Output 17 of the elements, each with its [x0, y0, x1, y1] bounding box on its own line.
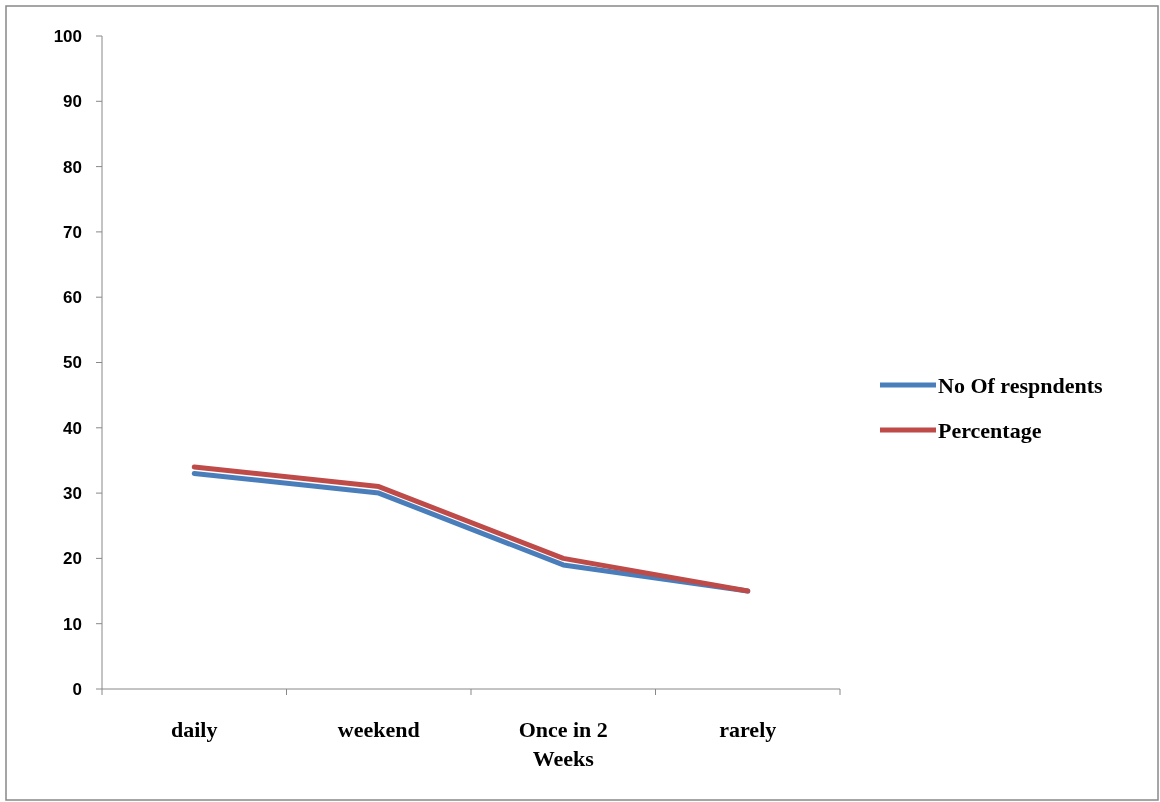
y-tick-label: 100 [53, 26, 82, 46]
x-tick-label: daily [171, 717, 218, 742]
y-tick-label: 20 [63, 549, 82, 569]
y-tick-label: 90 [63, 92, 82, 112]
y-tick-label: 80 [63, 157, 82, 177]
y-tick-label: 30 [63, 484, 82, 504]
x-tick-label: Once in 2 Weeks [518, 717, 608, 771]
legend-label: Percentage [938, 417, 1042, 443]
legend-label: No Of respndents [938, 372, 1104, 398]
y-tick-label: 40 [63, 418, 82, 438]
x-tick-label: weekend [337, 717, 420, 742]
y-tick-label: 0 [72, 679, 82, 699]
x-tick-label: rarely [719, 717, 777, 742]
y-tick-label: 10 [63, 614, 82, 634]
y-tick-label: 50 [63, 353, 82, 373]
y-tick-label: 70 [63, 222, 82, 242]
y-tick-label: 60 [63, 288, 82, 308]
